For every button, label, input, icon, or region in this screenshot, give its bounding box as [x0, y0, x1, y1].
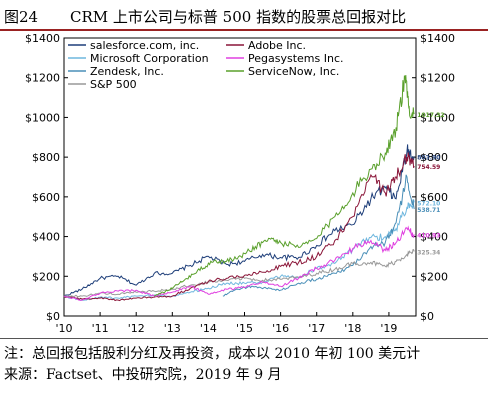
y-tick-label-right: $600	[420, 191, 448, 204]
x-tick-label: '19	[380, 322, 397, 335]
end-value-label: 754.59	[417, 164, 440, 171]
footer-rule	[0, 338, 488, 339]
header-rule	[0, 29, 488, 31]
x-tick-label: '14	[200, 322, 217, 335]
legend-label: Microsoft Corporation	[90, 52, 209, 65]
legend-label: S&P 500	[90, 78, 137, 91]
y-tick-label-left: $0	[46, 310, 60, 323]
y-tick-label-right: $400	[420, 231, 448, 244]
legend-label: salesforce.com, inc.	[90, 39, 199, 52]
x-tick-label: '17	[308, 322, 325, 335]
series-line	[63, 152, 415, 302]
end-value-label: 538.71	[417, 207, 440, 214]
chart-area: $0 $200 $400 $600 $800 $1000 $1200 $1400 $0 $200…	[0, 32, 488, 338]
y-tick-label-left: $1000	[25, 111, 60, 124]
y-tick-label-right: $1400	[420, 32, 455, 45]
y-tick-label-left: $1400	[25, 32, 60, 45]
y-tick-label-right: $1000	[420, 111, 455, 124]
legend: salesforce.com, inc.Microsoft Corporatio…	[68, 39, 344, 91]
legend-label: ServiceNow, Inc.	[248, 65, 339, 78]
y-tick-label-left: $800	[32, 151, 60, 164]
series-line	[63, 199, 415, 301]
x-tick-label: '15	[236, 322, 253, 335]
end-value-label: 572.10	[417, 200, 440, 207]
x-tick-label: '11	[92, 322, 109, 335]
figure-note: 注：总回报包括股利分红及再投资，成本以 2010 年初 100 美元计	[4, 346, 421, 362]
series-line	[63, 144, 415, 297]
x-tick-label: '13	[164, 322, 181, 335]
figure-source: 来源：Factset、中投研究院，2019 年 9 月	[4, 367, 282, 383]
series-line	[222, 174, 415, 297]
y-tick-label-right: $1200	[420, 72, 455, 85]
chart-svg: $0 $200 $400 $600 $800 $1000 $1200 $1400 $0 $200…	[25, 32, 455, 335]
series-line	[63, 225, 415, 301]
y-tick-label-right: $200	[420, 270, 448, 283]
x-tick-label: '10	[55, 322, 72, 335]
x-tick-label: '12	[128, 322, 145, 335]
series-line	[63, 249, 415, 298]
left-axis: $0 $200 $400 $600 $800 $1000 $1200 $1400	[25, 32, 68, 323]
x-axis: '10 '11 '12 '13 '14 '15 '16 '17 '18 '19	[55, 312, 397, 335]
legend-label: Pegasystems Inc.	[248, 52, 344, 65]
end-value-label: 1017.32	[417, 112, 444, 119]
plot-frame	[63, 37, 417, 317]
right-axis: $0 $200 $400 $600 $800 $1000 $1200 $1400	[412, 32, 455, 323]
y-tick-label-left: $200	[32, 270, 60, 283]
end-value-label: 410.93	[417, 232, 440, 239]
figure-label: 图24	[4, 8, 39, 26]
end-value-label: 803.90	[417, 154, 440, 161]
legend-label: Zendesk, Inc.	[90, 65, 164, 78]
series-line	[154, 74, 415, 297]
y-tick-label-left: $1200	[25, 72, 60, 85]
legend-label: Adobe Inc.	[248, 39, 306, 52]
y-tick-label-left: $600	[32, 191, 60, 204]
y-tick-label-left: $400	[32, 231, 60, 244]
y-tick-label-right: $800	[420, 151, 448, 164]
series-lines	[63, 74, 415, 302]
x-tick-label: '18	[344, 322, 361, 335]
figure-title: CRM 上市公司与标普 500 指数的股票总回报对比	[70, 8, 407, 26]
y-tick-label-right: $0	[420, 310, 434, 323]
end-value-label: 325.34	[417, 249, 440, 256]
x-tick-label: '16	[272, 322, 289, 335]
figure-header: 图24 CRM 上市公司与标普 500 指数的股票总回报对比	[0, 0, 488, 30]
